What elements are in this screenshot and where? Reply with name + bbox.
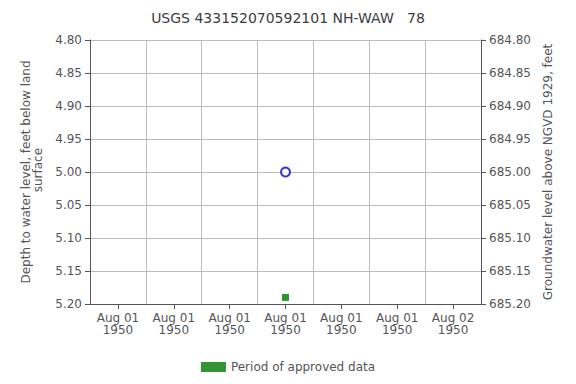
svg-text:Aug 01: Aug 01	[152, 311, 195, 325]
svg-text:685.05: 685.05	[489, 198, 531, 212]
svg-text:Groundwater level above NGVD 1: Groundwater level above NGVD 1929, feet	[541, 43, 555, 300]
svg-text:684.90: 684.90	[489, 99, 531, 113]
svg-text:5.20: 5.20	[55, 297, 82, 311]
svg-text:685.00: 685.00	[489, 165, 531, 179]
svg-text:684.85: 684.85	[489, 66, 531, 80]
svg-text:4.95: 4.95	[55, 132, 82, 146]
svg-text:4.85: 4.85	[55, 66, 82, 80]
svg-text:Aug 01: Aug 01	[96, 311, 140, 325]
svg-text:1950: 1950	[270, 323, 301, 337]
svg-text:surface: surface	[31, 148, 45, 196]
svg-text:5.05: 5.05	[55, 198, 82, 212]
svg-text:Aug 01: Aug 01	[320, 311, 363, 325]
svg-text:685.10: 685.10	[489, 231, 531, 245]
svg-text:1950: 1950	[438, 323, 469, 337]
svg-text:1950: 1950	[159, 323, 190, 337]
svg-text:684.80: 684.80	[489, 33, 531, 47]
svg-text:Aug 01: Aug 01	[264, 311, 307, 325]
svg-text:Aug 02: Aug 02	[431, 311, 475, 325]
svg-text:685.15: 685.15	[489, 264, 531, 278]
svg-text:Aug 01: Aug 01	[376, 311, 419, 325]
svg-text:4.80: 4.80	[55, 33, 82, 47]
svg-text:Aug 01: Aug 01	[208, 311, 251, 325]
svg-text:4.90: 4.90	[55, 99, 82, 113]
svg-text:Period of approved data: Period of approved data	[231, 360, 375, 374]
svg-text:1950: 1950	[103, 323, 134, 337]
svg-text:1950: 1950	[382, 323, 413, 337]
svg-text:5.00: 5.00	[55, 165, 82, 179]
svg-text:685.20: 685.20	[489, 297, 531, 311]
svg-text:5.10: 5.10	[55, 231, 82, 245]
svg-text:1950: 1950	[214, 323, 245, 337]
svg-text:USGS 433152070592101 NH-WAW: USGS 433152070592101 NH-WAW 78	[151, 10, 425, 26]
svg-text:684.95: 684.95	[489, 132, 531, 146]
svg-text:Depth to water level, feet bel: Depth to water level, feet below land	[19, 60, 34, 284]
svg-text:5.15: 5.15	[55, 264, 82, 278]
svg-text:1950: 1950	[326, 323, 357, 337]
